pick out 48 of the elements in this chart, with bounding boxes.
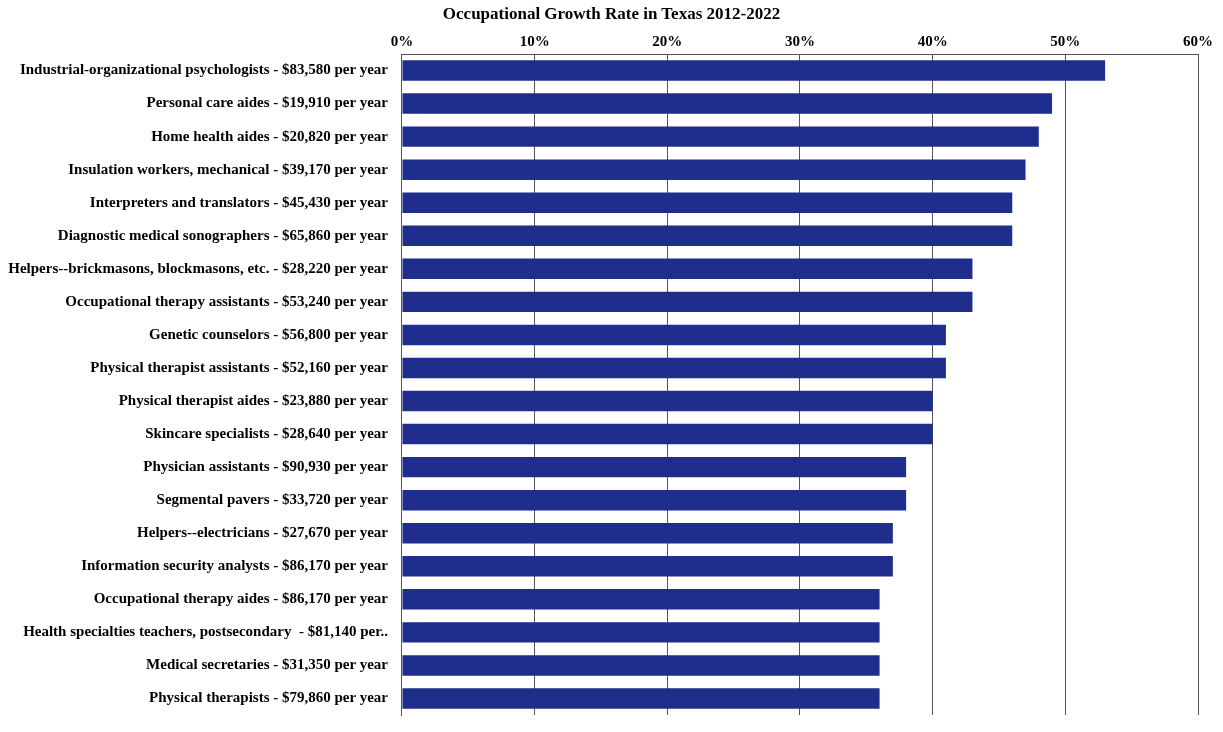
bar bbox=[402, 522, 893, 544]
bar bbox=[402, 192, 1013, 213]
bar bbox=[402, 357, 946, 379]
y-tick-label: Physical therapist assistants - $52,160 per year bbox=[90, 358, 389, 375]
y-tick-label: Information security analysts - $86,170 per year bbox=[81, 557, 389, 574]
x-tick-label: 10% bbox=[519, 32, 550, 49]
bar bbox=[402, 159, 1026, 180]
bar bbox=[402, 655, 880, 676]
bar bbox=[402, 390, 933, 412]
y-tick-label: Health specialties teachers, postsecondary - $81,140 per.. bbox=[23, 623, 389, 640]
chart-title: Occupational Growth Rate in Texas 2012-2022 bbox=[441, 4, 782, 24]
y-tick-label: Home health aides - $20,820 per year bbox=[151, 127, 389, 144]
x-tick-label: 50% bbox=[1050, 32, 1081, 49]
bar bbox=[402, 324, 946, 346]
x-tick-label: 0% bbox=[390, 32, 414, 49]
y-tick-label: Occupational therapy assistants - $53,240 per year bbox=[65, 292, 389, 309]
bar bbox=[402, 556, 893, 577]
bar bbox=[402, 60, 1106, 81]
bar bbox=[402, 456, 907, 478]
y-tick-label: Genetic counselors - $56,800 per year bbox=[149, 325, 389, 342]
y-tick-label: Insulation workers, mechanical - $39,170 per year bbox=[68, 160, 389, 177]
y-tick-label: Segmental pavers - $33,720 per year bbox=[156, 491, 389, 508]
y-tick-label: Physical therapist aides - $23,880 per year bbox=[118, 391, 389, 408]
bar bbox=[402, 126, 1039, 147]
y-tick-label: Helpers--brickmasons, blockmasons, etc. - $28,220 per year bbox=[8, 259, 389, 276]
y-tick-label: Occupational therapy aides - $86,170 per year bbox=[93, 590, 389, 607]
bar bbox=[402, 688, 880, 709]
y-tick-label: Industrial-organizational psychologists - $83,580 per year bbox=[19, 61, 389, 78]
y-tick-label: Physician assistants - $90,930 per year bbox=[143, 458, 389, 474]
bar bbox=[402, 225, 1013, 247]
y-tick-label: Helpers--electricians - $27,670 per year bbox=[137, 524, 389, 541]
bar bbox=[402, 489, 907, 511]
y-tick-label: Medical secretaries - $31,350 per year bbox=[146, 656, 389, 673]
x-tick-label: 30% bbox=[784, 32, 815, 49]
y-tick-label: Skincare specialists - $28,640 per year bbox=[145, 424, 389, 441]
y-tick-label: Diagnostic medical sonographers - $65,860 per year bbox=[57, 226, 389, 243]
x-tick-label: 60% bbox=[1183, 32, 1213, 49]
x-tick-label: 40% bbox=[917, 32, 948, 49]
bar bbox=[402, 622, 880, 643]
y-tick-label: Interpreters and translators - $45,430 per year bbox=[89, 193, 389, 210]
y-tick-label: Physical therapists - $79,860 per year bbox=[149, 689, 389, 706]
bar bbox=[402, 258, 973, 280]
x-tick-label: 20% bbox=[652, 32, 683, 49]
bar bbox=[402, 589, 880, 610]
bar bbox=[402, 93, 1053, 114]
bar bbox=[402, 423, 933, 445]
y-tick-label: Personal care aides - $19,910 per year bbox=[146, 94, 389, 111]
bar bbox=[402, 291, 973, 313]
